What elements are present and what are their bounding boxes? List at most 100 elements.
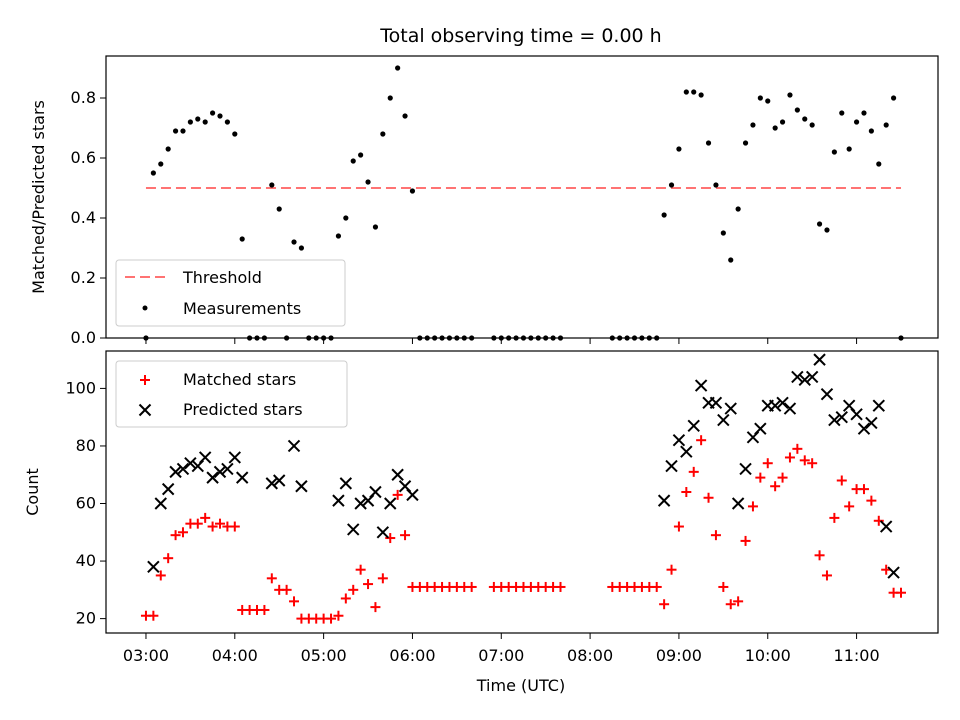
measurement-point [217, 113, 223, 119]
matched-star-point [710, 530, 721, 541]
matched-star-point [777, 472, 788, 483]
measurement-point [646, 335, 652, 341]
x-tick-label: 09:00 [656, 646, 702, 665]
measurement-point [195, 116, 201, 122]
measurement-point [454, 335, 460, 341]
predicted-star-point [228, 451, 242, 464]
legend-predicted-label: Predicted stars [183, 400, 303, 419]
legend-x-marker [138, 403, 152, 417]
measurement-point [676, 146, 682, 152]
matched-star-point [718, 581, 729, 592]
predicted-star-point [754, 422, 767, 435]
predicted-star-point [887, 566, 900, 579]
matched-star-point [873, 515, 884, 526]
measurement-point [224, 119, 230, 125]
matched-star-point [385, 533, 396, 544]
predicted-star-point [739, 462, 752, 476]
measurement-point [276, 206, 282, 212]
measurement-point [298, 245, 305, 251]
measurement-point [247, 335, 253, 341]
matched-star-point [163, 553, 174, 564]
matched-star-point [770, 481, 781, 492]
measurement-point [350, 158, 356, 164]
matched-star-point [555, 581, 566, 592]
matched-star-point [466, 581, 477, 592]
predicted-star-point [872, 399, 885, 412]
predicted-star-point [657, 494, 671, 507]
legend-measurements-label: Measurements [183, 299, 301, 318]
predicted-star-point [768, 399, 782, 412]
measurement-point [291, 239, 297, 245]
measurement-point [165, 146, 171, 152]
measurement-point [557, 335, 564, 341]
measurement-point [698, 92, 704, 98]
predicted-star-point [369, 485, 382, 499]
predicted-star-point [221, 462, 234, 476]
predicted-star-point [850, 408, 863, 421]
measurement-point [750, 122, 756, 128]
measurement-point [720, 230, 726, 236]
x-tick-label: 05:00 [301, 646, 347, 665]
predicted-star-point [680, 445, 693, 458]
predicted-star-point [857, 422, 871, 435]
measurement-point [550, 335, 556, 341]
measurement-point [372, 224, 379, 230]
matched-star-point [400, 530, 411, 541]
predicted-star-point [213, 465, 227, 479]
measurement-point [232, 131, 238, 137]
matched-star-point [784, 452, 795, 463]
predicted-star-point [332, 494, 345, 507]
matched-star-point [363, 579, 374, 590]
matched-star-point [392, 489, 403, 500]
top-panel: 0.00.20.40.60.8 Matched/Predicted stars … [29, 55, 939, 347]
matched-star-point [192, 518, 203, 529]
predicted-star-point [154, 497, 167, 510]
measurement-point [631, 335, 638, 341]
measurement-point [802, 116, 808, 122]
measurement-point [728, 257, 734, 263]
legend-measurements-swatch [142, 305, 148, 311]
matched-star-point [355, 564, 366, 575]
matched-star-point [340, 593, 351, 604]
measurement-point [765, 98, 771, 104]
measurement-point [284, 335, 290, 341]
top-y-ticks: 0.0 0.2 0.4 0.6 0.8 [71, 88, 106, 347]
measurement-point [417, 335, 423, 341]
matched-star-point [762, 458, 773, 469]
measurement-point [402, 113, 408, 119]
top-legend-box [115, 259, 346, 327]
measurement-point [839, 110, 845, 116]
predicted-star-point [376, 526, 390, 539]
top-legend: Threshold Measurements [115, 259, 346, 327]
matched-stars-points [140, 435, 906, 624]
measurement-point [202, 119, 208, 125]
measurement-point [535, 335, 541, 341]
predicted-star-point [391, 468, 404, 481]
predicted-star-point [384, 497, 397, 510]
top-y-tick-label: 0.4 [71, 208, 96, 227]
measurement-point [824, 227, 830, 233]
matched-star-point [814, 550, 825, 561]
matched-star-point [733, 596, 744, 607]
measurement-point [143, 335, 149, 341]
matched-star-point [259, 604, 270, 615]
matched-star-point [673, 521, 684, 532]
measurement-point [617, 335, 623, 341]
measurement-point [639, 335, 645, 341]
x-tick-label: 08:00 [567, 646, 613, 665]
measurement-point [172, 128, 179, 134]
matched-star-point [170, 530, 181, 541]
bottom-y-ticks: 20 40 60 80 100 [65, 378, 106, 628]
bottom-y-tick-label: 60 [76, 494, 96, 513]
matched-star-point [740, 535, 751, 546]
matched-star-point [214, 518, 225, 529]
measurement-point [343, 215, 349, 221]
predicted-star-point [287, 439, 301, 453]
predicted-star-point [709, 396, 723, 410]
predicted-star-point [235, 471, 249, 484]
predicted-star-point [147, 560, 160, 574]
chart-title: Total observing time = 0.00 h [379, 25, 661, 47]
matched-star-point [696, 435, 707, 446]
x-tick-label: 03:00 [123, 646, 169, 665]
matched-star-point [866, 495, 877, 506]
